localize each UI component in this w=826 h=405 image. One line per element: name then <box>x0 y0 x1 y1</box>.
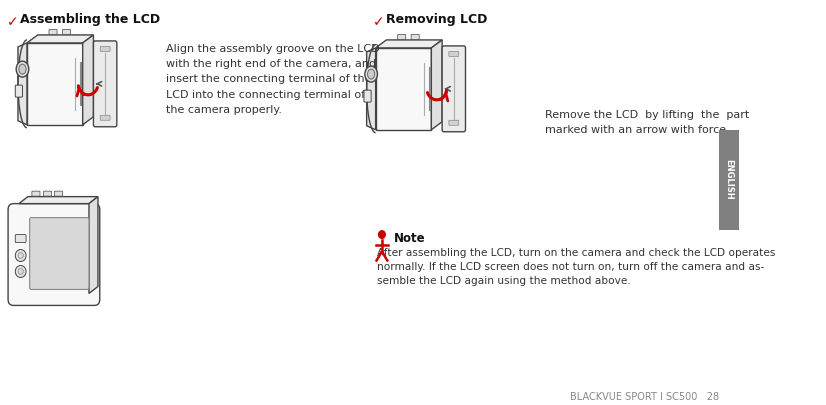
Text: ✓: ✓ <box>7 15 19 29</box>
Polygon shape <box>89 197 98 294</box>
Polygon shape <box>376 40 442 48</box>
Text: BLACKVUE SPORT I SC500   28: BLACKVUE SPORT I SC500 28 <box>570 392 719 402</box>
FancyBboxPatch shape <box>49 30 57 34</box>
FancyBboxPatch shape <box>100 115 110 120</box>
Polygon shape <box>19 197 98 204</box>
FancyBboxPatch shape <box>32 191 40 196</box>
Text: ✓: ✓ <box>373 15 385 29</box>
Polygon shape <box>367 48 376 130</box>
FancyBboxPatch shape <box>397 34 406 39</box>
Polygon shape <box>431 40 442 130</box>
Polygon shape <box>18 43 27 125</box>
Polygon shape <box>83 35 93 125</box>
FancyBboxPatch shape <box>100 47 110 51</box>
FancyBboxPatch shape <box>44 191 52 196</box>
Ellipse shape <box>19 64 26 74</box>
Text: Removing LCD: Removing LCD <box>386 13 487 26</box>
FancyBboxPatch shape <box>719 130 738 230</box>
FancyBboxPatch shape <box>15 234 26 243</box>
FancyBboxPatch shape <box>63 30 70 34</box>
FancyBboxPatch shape <box>15 85 22 97</box>
Text: Align the assembly groove on the LCD
with the right end of the camera, and
inser: Align the assembly groove on the LCD wit… <box>166 44 380 115</box>
Ellipse shape <box>18 269 23 275</box>
Circle shape <box>377 230 386 239</box>
FancyBboxPatch shape <box>30 217 89 290</box>
Text: Remove the LCD  by lifting  the  part
marked with an arrow with force.: Remove the LCD by lifting the part marke… <box>545 110 750 135</box>
Text: After assembling the LCD, turn on the camera and check the LCD operates
normally: After assembling the LCD, turn on the ca… <box>377 247 776 286</box>
Text: ENGLISH: ENGLISH <box>724 159 733 200</box>
Ellipse shape <box>368 69 375 79</box>
Polygon shape <box>27 43 83 125</box>
Text: Note: Note <box>394 232 425 245</box>
FancyBboxPatch shape <box>8 204 100 305</box>
Ellipse shape <box>18 253 23 258</box>
Ellipse shape <box>15 249 26 262</box>
Ellipse shape <box>15 266 26 277</box>
FancyBboxPatch shape <box>449 120 458 125</box>
FancyBboxPatch shape <box>93 41 116 127</box>
Text: Assembling the LCD: Assembling the LCD <box>20 13 160 26</box>
FancyBboxPatch shape <box>449 51 458 56</box>
Polygon shape <box>376 48 431 130</box>
FancyBboxPatch shape <box>442 46 466 132</box>
FancyBboxPatch shape <box>55 191 63 196</box>
Polygon shape <box>27 35 93 43</box>
FancyBboxPatch shape <box>364 90 371 102</box>
FancyBboxPatch shape <box>411 34 420 39</box>
Ellipse shape <box>17 61 29 77</box>
Ellipse shape <box>365 66 377 82</box>
